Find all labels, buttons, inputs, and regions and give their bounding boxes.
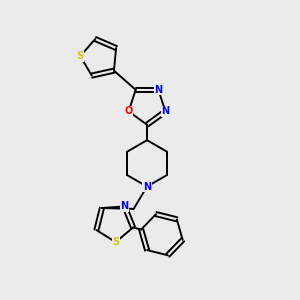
Text: S: S bbox=[112, 237, 119, 247]
Text: N: N bbox=[161, 106, 169, 116]
Text: N: N bbox=[143, 182, 151, 192]
Text: S: S bbox=[77, 51, 84, 61]
Text: N: N bbox=[154, 85, 162, 95]
Text: O: O bbox=[124, 106, 133, 116]
Text: N: N bbox=[121, 201, 129, 212]
